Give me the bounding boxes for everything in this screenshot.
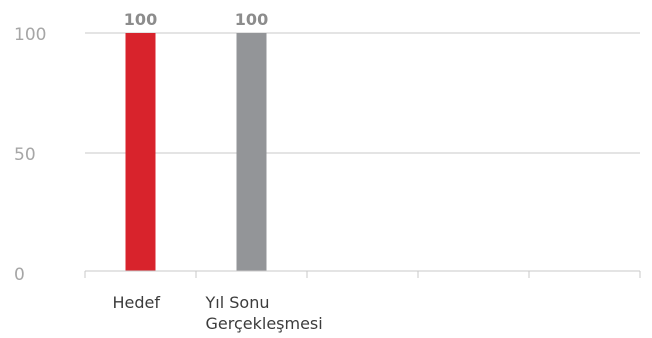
x-category-label: Yıl Sonu Gerçekleşmesi: [205, 293, 323, 333]
data-label: 100: [235, 10, 268, 29]
data-label: 100: [124, 10, 157, 29]
x-category-label-line: Yıl Sonu: [205, 293, 270, 312]
x-category-label-line: Gerçekleşmesi: [206, 314, 323, 333]
y-axis-tick-labels: 0 50 100: [14, 25, 46, 285]
y-tick-label: 0: [14, 265, 25, 285]
bar-1: [125, 33, 156, 271]
y-tick-label: 100: [14, 25, 46, 45]
x-category-label-line: Hedef: [113, 293, 161, 312]
x-category-label: Hedef: [113, 293, 161, 312]
x-axis: [84, 270, 641, 278]
gridlines: [85, 32, 640, 154]
x-axis-category-labels: Hedef Yıl Sonu Gerçekleşmesi: [113, 293, 323, 333]
y-tick-label: 50: [14, 145, 36, 165]
bar-2: [236, 33, 267, 271]
data-labels: 100 100: [124, 10, 268, 29]
bars: [125, 33, 267, 271]
